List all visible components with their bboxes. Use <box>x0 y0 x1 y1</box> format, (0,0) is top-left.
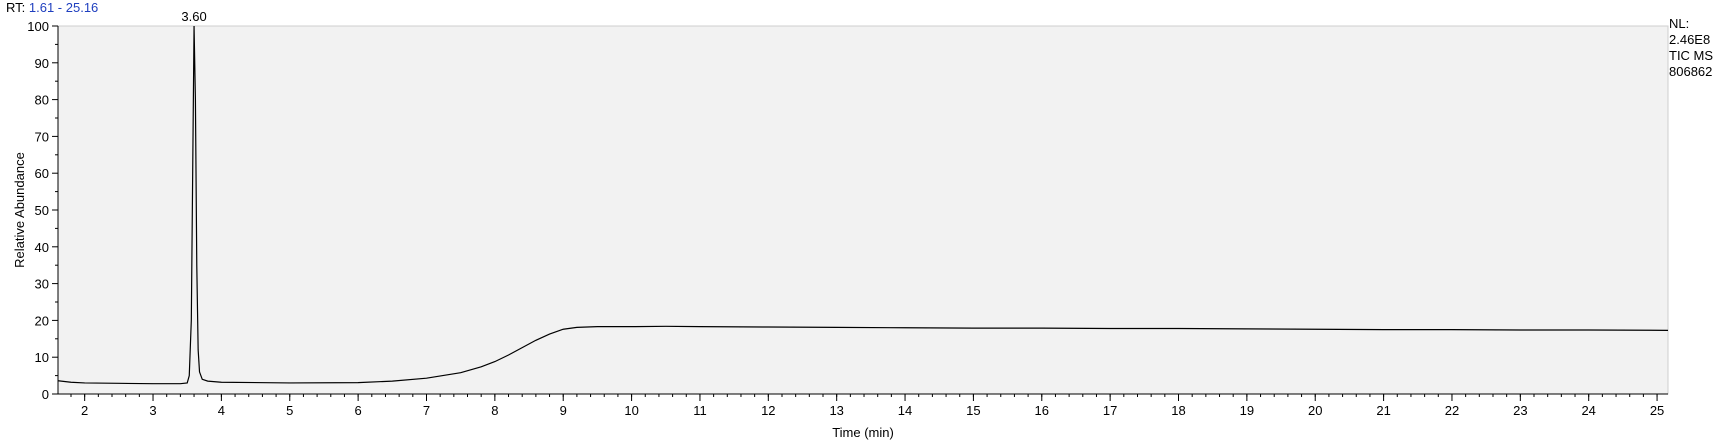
peak-label: 3.60 <box>181 9 206 24</box>
x-tick-label: 16 <box>1035 403 1049 418</box>
x-tick-label: 18 <box>1171 403 1185 418</box>
y-tick-label: 50 <box>35 203 49 218</box>
x-tick-label: 10 <box>624 403 638 418</box>
rt-label: RT: <box>6 0 26 15</box>
x-tick-label: 14 <box>898 403 912 418</box>
x-tick-label: 4 <box>218 403 225 418</box>
y-tick-label: 60 <box>35 166 49 181</box>
tic-trace-line <box>57 25 1669 385</box>
rt-range-label: RT: 1.61 - 25.16 <box>6 0 98 16</box>
x-tick-label: 24 <box>1581 403 1595 418</box>
y-tick-label: 40 <box>35 240 49 255</box>
x-tick-label: 12 <box>761 403 775 418</box>
x-tick-label: 19 <box>1240 403 1254 418</box>
x-tick-label: 8 <box>491 403 498 418</box>
y-tick-label: 10 <box>35 350 49 365</box>
x-tick-label: 21 <box>1376 403 1390 418</box>
y-tick-label: 100 <box>27 19 49 34</box>
x-tick-label: 3 <box>149 403 156 418</box>
x-tick-label: 13 <box>829 403 843 418</box>
scan-type: TIC MS <box>1669 48 1714 63</box>
normalization-info: NL: 2.46E8 TIC MS 806862 <box>1669 16 1713 80</box>
x-axis-title: Time (min) <box>832 425 894 440</box>
x-tick-label: 6 <box>355 403 362 418</box>
y-axis-title: Relative Abundance <box>12 152 27 268</box>
x-tick-label: 15 <box>966 403 980 418</box>
y-tick-label: 90 <box>35 56 49 71</box>
x-tick-label: 17 <box>1103 403 1117 418</box>
x-tick-label: 2 <box>81 403 88 418</box>
y-tick-label: 30 <box>35 277 49 292</box>
x-tick-label: 25 <box>1650 403 1664 418</box>
y-tick-label: 80 <box>35 93 49 108</box>
y-tick-label: 20 <box>35 313 49 328</box>
plot-area <box>57 25 1669 395</box>
x-tick-label: 22 <box>1445 403 1459 418</box>
x-tick-label: 20 <box>1308 403 1322 418</box>
rt-range-value: 1.61 - 25.16 <box>28 0 99 15</box>
x-tick-label: 11 <box>693 403 707 418</box>
x-tick-label: 9 <box>560 403 567 418</box>
nl-value: 2.46E8 <box>1669 32 1711 47</box>
y-tick-label: 0 <box>42 387 49 402</box>
x-tick-label: 23 <box>1513 403 1527 418</box>
x-tick-label: 5 <box>286 403 293 418</box>
nl-label: NL: <box>1669 16 1690 31</box>
x-tick-label: 7 <box>423 403 430 418</box>
y-tick-label: 70 <box>35 129 49 144</box>
file-id: 806862 <box>1669 64 1713 79</box>
